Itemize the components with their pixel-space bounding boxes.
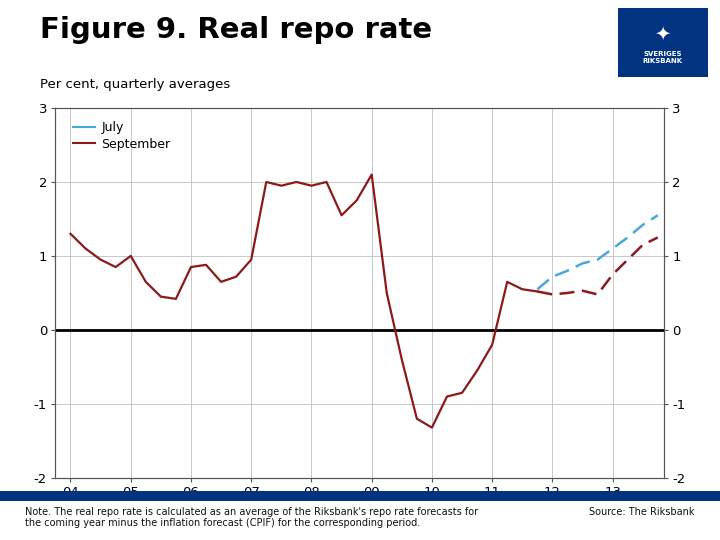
Text: Note. The real repo rate is calculated as an average of the Riksbank's repo rate: Note. The real repo rate is calculated a… bbox=[25, 507, 478, 528]
Text: Source: The Riksbank: Source: The Riksbank bbox=[589, 507, 695, 517]
Legend: July, September: July, September bbox=[68, 116, 176, 156]
Text: Figure 9. Real repo rate: Figure 9. Real repo rate bbox=[40, 16, 432, 44]
Text: SVERIGES
RIKSBANK: SVERIGES RIKSBANK bbox=[643, 51, 683, 64]
Text: ✦: ✦ bbox=[654, 24, 671, 43]
Text: Per cent, quarterly averages: Per cent, quarterly averages bbox=[40, 78, 230, 91]
